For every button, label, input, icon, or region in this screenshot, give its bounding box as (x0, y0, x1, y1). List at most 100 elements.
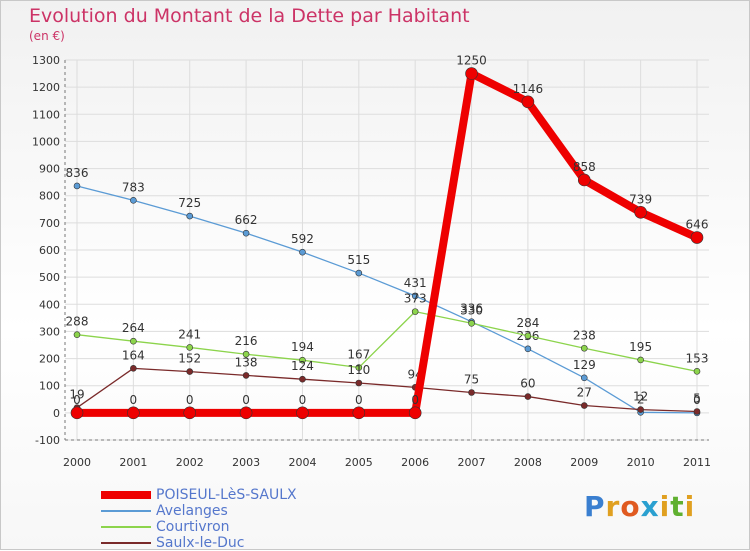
data-point (70, 406, 84, 420)
logo-letter: x (640, 490, 660, 523)
data-point (296, 406, 309, 420)
data-point (355, 379, 363, 387)
data-point (186, 368, 194, 375)
data-label: 27 (577, 386, 592, 400)
data-label: 0 (299, 393, 307, 407)
x-tick-label: 2006 (401, 456, 429, 469)
data-point (127, 406, 140, 420)
data-point (299, 356, 306, 364)
x-tick-label: 2009 (570, 456, 598, 469)
x-tick-label: 2001 (119, 456, 147, 469)
legend-item: Avelanges (101, 503, 297, 519)
proxiti-logo: Proxiti (584, 490, 695, 523)
data-label: 783 (122, 180, 145, 194)
data-label: 0 (693, 393, 701, 407)
legend-swatch (101, 491, 151, 499)
data-point (242, 229, 250, 237)
data-label: 431 (404, 276, 427, 290)
data-label: 195 (629, 340, 652, 354)
data-label: 194 (291, 340, 314, 354)
data-label: 241 (178, 327, 201, 341)
data-point (355, 364, 363, 371)
data-label: 0 (73, 393, 81, 407)
logo-letter: r (605, 490, 621, 523)
data-point (186, 344, 194, 351)
legend-label: Avelanges (156, 503, 228, 519)
data-point (130, 197, 137, 204)
data-label: 0 (130, 393, 138, 407)
x-tick-label: 2002 (176, 456, 204, 469)
y-tick-label: 300 (39, 325, 60, 338)
logo-letter: P (584, 490, 606, 523)
data-label: 60 (520, 377, 535, 391)
data-label: 238 (573, 328, 596, 342)
data-point (183, 406, 197, 420)
y-tick-label: 0 (53, 407, 60, 420)
data-label: 515 (347, 253, 370, 267)
x-tick-label: 2004 (288, 456, 316, 469)
logo-letter: o (620, 490, 641, 523)
data-label: 1146 (513, 82, 544, 96)
data-label: 129 (573, 358, 596, 372)
data-label: 725 (178, 196, 201, 210)
data-point (693, 408, 701, 415)
data-label: 167 (347, 348, 370, 362)
series-line (73, 69, 701, 417)
x-tick-label: 2010 (627, 456, 655, 469)
data-label: 264 (122, 321, 145, 335)
data-point (521, 95, 535, 109)
data-label: 138 (235, 355, 258, 369)
data-label: 330 (460, 303, 483, 317)
legend-label: Courtivron (156, 519, 230, 535)
data-label: 662 (235, 213, 258, 227)
y-tick-label: 400 (39, 298, 60, 311)
data-point (411, 308, 419, 315)
logo-letter: t (670, 490, 685, 523)
data-point (299, 248, 306, 256)
data-point (299, 375, 306, 383)
data-point (355, 269, 363, 277)
data-label: 336 (460, 302, 483, 316)
data-label: 1250 (456, 54, 487, 68)
data-label: 373 (404, 292, 427, 306)
data-point (352, 406, 366, 420)
legend-item: Saulx-le-Duc (101, 535, 297, 551)
data-label: 288 (66, 315, 89, 329)
data-point (637, 406, 644, 413)
data-label: 164 (122, 348, 145, 362)
y-tick-label: 1300 (32, 54, 60, 67)
data-point (524, 345, 532, 353)
y-tick-label: 100 (39, 380, 60, 393)
data-point (468, 389, 475, 396)
data-label: 152 (178, 352, 201, 366)
data-label: 0 (186, 393, 194, 407)
chart-subtitle: (en €) (29, 29, 65, 43)
x-tick-label: 2011 (683, 456, 711, 469)
data-point (634, 205, 647, 219)
data-label: 5 (693, 392, 701, 406)
series-line (76, 310, 698, 372)
x-tick-label: 2008 (514, 456, 542, 469)
x-tick-label: 2005 (345, 456, 373, 469)
y-tick-label: 500 (39, 271, 60, 284)
y-tick-label: 700 (39, 217, 60, 230)
y-tick-label: 200 (39, 353, 60, 366)
legend-item: POISEUL-LèS-SAULX (101, 487, 297, 503)
data-label: 858 (573, 160, 596, 174)
data-point (465, 67, 478, 80)
y-tick-label: 1000 (32, 135, 60, 148)
data-label: 153 (686, 351, 709, 365)
data-point (580, 344, 588, 352)
y-tick-label: -100 (35, 434, 60, 447)
data-label: 216 (235, 334, 258, 348)
logo-letter: i (659, 490, 671, 523)
data-label: 739 (629, 192, 652, 206)
legend-swatch (101, 526, 151, 528)
y-tick-label: 800 (39, 190, 60, 203)
data-label: 836 (66, 166, 89, 180)
data-label: 284 (516, 316, 539, 330)
logo-letter: i (684, 490, 696, 523)
y-tick-label: 1200 (32, 81, 60, 94)
data-label: 12 (633, 390, 648, 404)
